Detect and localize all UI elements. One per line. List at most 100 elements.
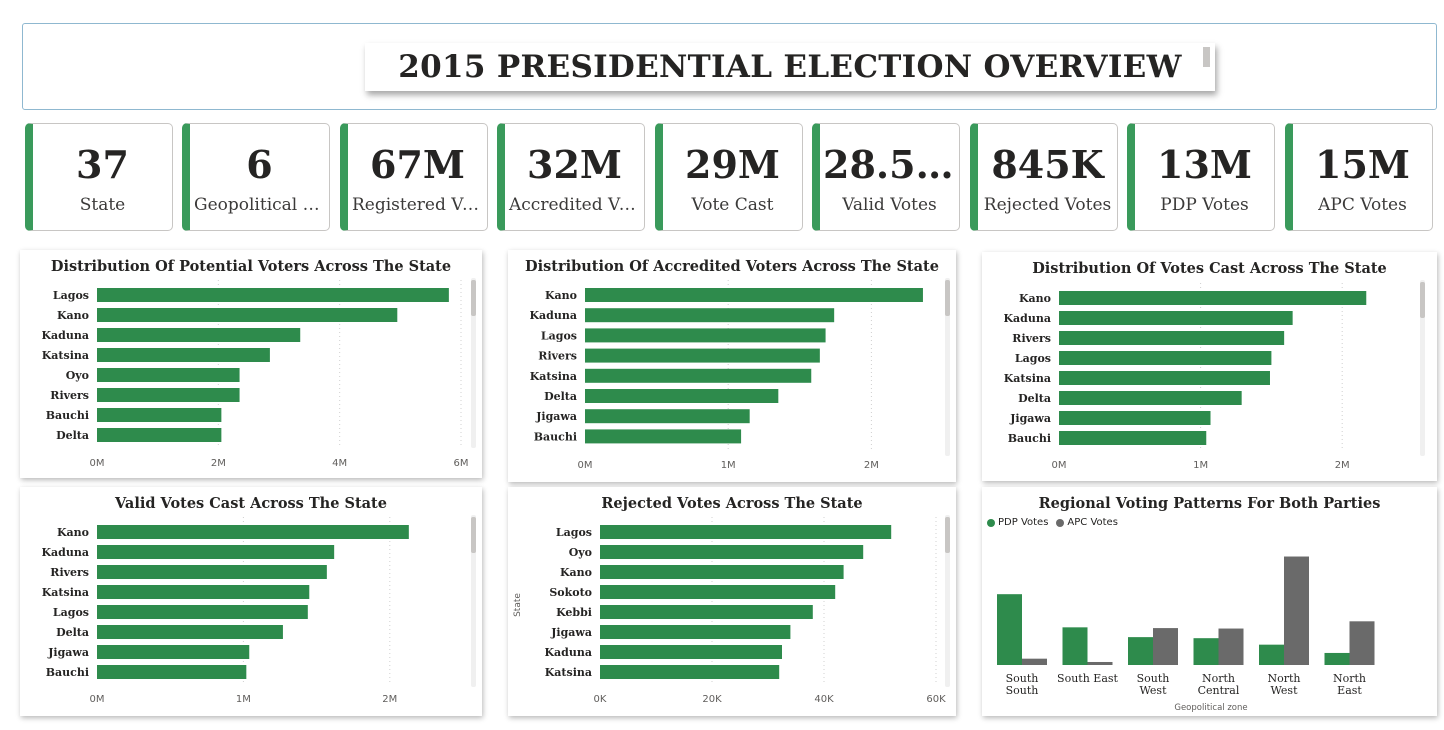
bar — [1059, 431, 1207, 445]
category-label: Kaduna — [1003, 312, 1051, 325]
potential-voters-chart: Distribution Of Potential Voters Across … — [20, 250, 482, 478]
kpi-label: Accredited Voters — [509, 195, 644, 215]
bar-pdp — [997, 594, 1022, 665]
kpi-label: Rejected Votes — [983, 195, 1112, 215]
x-tick-label: 20K — [702, 694, 722, 705]
kpi-label: Vote Cast — [691, 195, 774, 215]
kpi-label: Valid Votes — [842, 195, 937, 215]
bar — [97, 545, 335, 559]
kpi-label: PDP Votes — [1160, 195, 1249, 215]
chart-title: Rejected Votes Across The State — [601, 495, 863, 512]
kpi-value: 6 — [246, 142, 273, 187]
x-tick-label: 60K — [926, 694, 946, 705]
chart-title: Valid Votes Cast Across The State — [115, 495, 387, 512]
votes-cast-plot: 0M 1M 2M Kano Kaduna Rivers Lagos Katsina Delta J… — [1003, 280, 1425, 471]
category-label: Delta — [1018, 392, 1051, 405]
category-label: Kebbi — [556, 606, 592, 619]
kpi-label: APC Votes — [1318, 195, 1407, 215]
category-label: Oyo — [569, 546, 592, 559]
kpi-card-apc-votes: 15M APC Votes — [1285, 123, 1433, 231]
x-category-label: South — [1006, 672, 1039, 685]
category-label: Rivers — [1012, 332, 1051, 345]
bar — [585, 328, 826, 343]
kpi-card-pdp-votes: 13M PDP Votes — [1127, 123, 1275, 231]
bar — [1059, 311, 1293, 325]
kpi-card-registered-voters: 67M Registered Voters — [340, 123, 488, 231]
bar-apc — [1153, 628, 1178, 665]
kpi-card-rejected-votes: 845K Rejected Votes — [970, 123, 1118, 231]
bar-apc — [1218, 628, 1244, 665]
regional-voting-chart: Regional Voting Patterns For Both Partie… — [982, 487, 1437, 716]
category-label: Katsina — [42, 586, 89, 599]
category-label: Lagos — [541, 329, 577, 342]
title-scrollbar[interactable] — [1203, 47, 1210, 67]
x-category-label: South East — [1057, 672, 1118, 685]
kpi-value: 845K — [991, 142, 1104, 187]
category-label: Oyo — [66, 369, 89, 382]
bar — [97, 388, 240, 402]
bar — [97, 665, 247, 679]
bar — [1059, 371, 1270, 385]
kpi-value: 32M — [527, 142, 622, 187]
category-label: Bauchi — [534, 430, 577, 443]
category-label: Katsina — [545, 666, 592, 679]
bar — [97, 308, 398, 322]
legend-item-pdp[interactable]: PDP Votes — [987, 517, 1048, 528]
bar — [97, 585, 310, 599]
bar-apc — [1349, 621, 1375, 665]
category-label: Lagos — [53, 289, 89, 302]
legend-dot-apc — [1056, 518, 1065, 527]
chart-title: Regional Voting Patterns For Both Partie… — [1038, 495, 1381, 512]
category-label: Jigawa — [1009, 412, 1051, 425]
category-label: Kano — [57, 526, 89, 539]
category-label: Lagos — [556, 526, 592, 539]
category-label: Kaduna — [529, 309, 577, 322]
bar — [600, 545, 864, 559]
bar-apc — [1087, 661, 1113, 665]
x-category-label: South — [1137, 672, 1170, 685]
category-label: Delta — [544, 390, 577, 403]
bar — [585, 409, 750, 424]
bar — [600, 665, 780, 679]
category-label: Rivers — [538, 350, 577, 363]
bar — [97, 328, 301, 342]
bar — [600, 565, 844, 579]
category-label: Katsina — [1004, 372, 1051, 385]
chart-title: Distribution Of Accredited Voters Across… — [525, 258, 939, 275]
kpi-label: State — [79, 195, 126, 215]
kpi-label: Registered Voters — [352, 195, 487, 215]
bar — [97, 645, 250, 659]
legend-item-apc[interactable]: APC Votes — [1056, 517, 1118, 528]
kpi-value: 15M — [1315, 142, 1410, 187]
bar — [1059, 331, 1285, 345]
x-category-label: West — [1271, 684, 1299, 697]
scrollbar-track — [471, 278, 476, 448]
category-label: Kano — [1019, 292, 1051, 305]
bar — [585, 348, 820, 363]
category-label: Kano — [57, 309, 89, 322]
bar — [1059, 291, 1367, 305]
x-tick-label: 0M — [90, 458, 105, 469]
kpi-card-accredited-voters: 32M Accredited Voters — [497, 123, 645, 231]
x-category-label: East — [1337, 684, 1362, 697]
x-category-label: South — [1006, 684, 1039, 697]
kpi-value: 29M — [685, 142, 780, 187]
kpi-card-vote-cast: 29M Vote Cast — [655, 123, 803, 231]
category-label: Jigawa — [47, 646, 89, 659]
bar — [97, 428, 222, 442]
bar — [97, 625, 283, 639]
valid-votes-chart: Valid Votes Cast Across The State 0M 1M 2M… — [20, 487, 482, 716]
page-title-text: 2015 PRESIDENTIAL ELECTION OVERVIEW — [398, 49, 1182, 85]
bar — [585, 288, 923, 302]
bar — [97, 525, 409, 539]
legend-dot-pdp — [987, 518, 995, 527]
kpi-value: 28.59M — [823, 142, 959, 187]
bar-pdp — [1128, 637, 1153, 665]
y-axis-title: State — [513, 593, 523, 617]
bar — [97, 348, 270, 362]
x-tick-label: 0K — [594, 694, 607, 705]
bar — [600, 645, 782, 659]
x-tick-label: 6M — [454, 458, 469, 469]
bar-pdp — [1062, 627, 1088, 665]
